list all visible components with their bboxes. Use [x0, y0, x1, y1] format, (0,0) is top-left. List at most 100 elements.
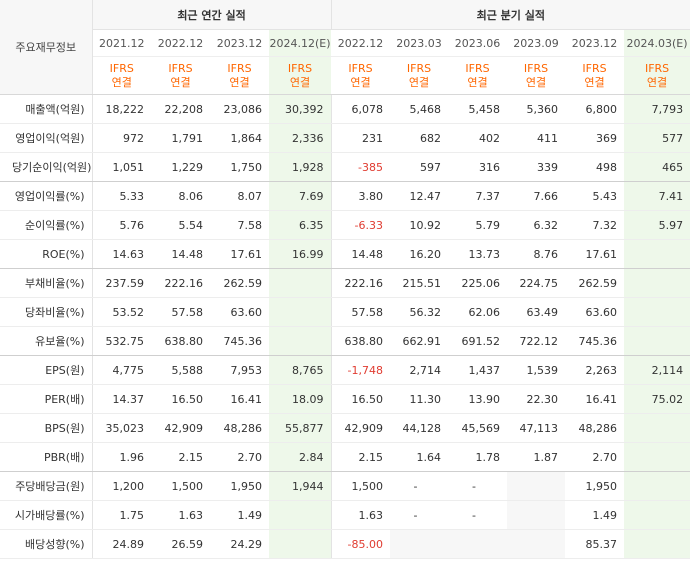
standard-line2: 연결: [467, 75, 488, 89]
value-cell: 7,953: [210, 355, 269, 385]
accounting-standard: IFRS 연결: [92, 56, 151, 95]
row-label: 순이익률(%): [0, 210, 93, 240]
period-header: 2021.12: [92, 29, 151, 57]
period-header: 2024.03(E): [624, 29, 691, 57]
value-cell: 2.84: [269, 442, 332, 472]
value-cell: 231: [330, 123, 391, 153]
standard-line1: IFRS: [227, 61, 252, 75]
value-cell: [624, 326, 691, 356]
value-cell: 22,208: [151, 94, 210, 124]
standard-line1: IFRS: [523, 61, 549, 75]
value-cell: 16.99: [269, 239, 332, 269]
value-cell: 14.63: [92, 239, 151, 269]
period-header: 2023.12: [565, 29, 625, 57]
table-row: 배당성향(%) 24.89 26.59 24.29 -85.00 85.37: [0, 529, 691, 559]
row-label: 시가배당률(%): [0, 500, 93, 530]
value-cell: -85.00: [330, 529, 391, 559]
row-label: 매출액(억원): [0, 94, 93, 124]
value-cell: 1,500: [151, 471, 210, 501]
value-cell: 1,500: [330, 471, 391, 501]
value-cell: 1.63: [330, 500, 391, 530]
row-label: PBR(배): [0, 442, 93, 472]
period-header: 2023.06: [448, 29, 508, 57]
value-cell: 56.32: [390, 297, 449, 327]
accounting-standard: IFRS 연결: [624, 56, 691, 95]
row-label: 영업이익(억원): [0, 123, 93, 153]
value-cell: 402: [448, 123, 508, 153]
value-cell: 2,114: [624, 355, 691, 385]
value-cell: 316: [448, 152, 508, 182]
value-cell: 339: [507, 152, 566, 182]
table-row: 영업이익(억원) 972 1,791 1,864 2,336 231 682 402 411 36…: [0, 123, 691, 153]
value-cell: 1,229: [151, 152, 210, 182]
table-row: PER(배) 14.37 16.50 16.41 18.09 16.50 11.30 13.9…: [0, 384, 691, 414]
value-cell: 745.36: [210, 326, 269, 356]
value-cell: 55,877: [269, 413, 332, 443]
standard-line2: 연결: [229, 75, 250, 89]
value-cell: -385: [330, 152, 391, 182]
accounting-standard: IFRS 연결: [269, 56, 332, 95]
value-cell: 4,775: [92, 355, 151, 385]
value-cell: 13.73: [448, 239, 508, 269]
value-cell: 972: [92, 123, 151, 153]
row-label: 당좌비율(%): [0, 297, 93, 327]
label-column-header: 주요재무정보: [0, 0, 93, 95]
value-cell: 262.59: [565, 268, 625, 298]
value-cell: 16.20: [390, 239, 449, 269]
value-cell: 722.12: [507, 326, 566, 356]
value-cell: 16.41: [210, 384, 269, 414]
table-row: ROE(%) 14.63 14.48 17.61 16.99 14.48 16.20 13.7…: [0, 239, 691, 269]
value-cell: 26.59: [151, 529, 210, 559]
accounting-standard: IFRS 연결: [151, 56, 210, 95]
accounting-standard: IFRS 연결: [210, 56, 269, 95]
accounting-standard: IFRS 연결: [448, 56, 508, 95]
value-cell: 597: [390, 152, 449, 182]
table-row: 당기순이익(억원) 1,051 1,229 1,750 1,928 -385 597 316 3…: [0, 152, 691, 182]
value-cell: -: [448, 471, 508, 501]
value-cell: 18.09: [269, 384, 332, 414]
value-cell: 6,800: [565, 94, 625, 124]
standard-line1: IFRS: [168, 61, 193, 75]
value-cell: [269, 500, 332, 530]
value-cell: 8.06: [151, 181, 210, 211]
value-cell: [624, 413, 691, 443]
value-cell: 5.97: [624, 210, 691, 240]
value-cell: 1.78: [448, 442, 508, 472]
value-cell: 18,222: [92, 94, 151, 124]
value-cell: 53.52: [92, 297, 151, 327]
value-cell: 2.15: [151, 442, 210, 472]
value-cell: 7.66: [507, 181, 566, 211]
value-cell: 5.33: [92, 181, 151, 211]
value-cell: 23,086: [210, 94, 269, 124]
table-row: 영업이익률(%) 5.33 8.06 8.07 7.69 3.80 12.47 7.37 7.6…: [0, 181, 691, 211]
value-cell: 745.36: [565, 326, 625, 356]
value-cell: [269, 326, 332, 356]
value-cell: 224.75: [507, 268, 566, 298]
value-cell: 1,437: [448, 355, 508, 385]
value-cell: 57.58: [151, 297, 210, 327]
value-cell: 691.52: [448, 326, 508, 356]
value-cell: [269, 529, 332, 559]
row-label: 영업이익률(%): [0, 181, 93, 211]
value-cell: [507, 471, 566, 501]
value-cell: 369: [565, 123, 625, 153]
quarter-group-header: 최근 분기 실적: [331, 0, 691, 30]
value-cell: [624, 239, 691, 269]
row-label: EPS(원): [0, 355, 93, 385]
table-row: 유보율(%) 532.75 638.80 745.36 638.80 662.91 691.…: [0, 326, 691, 356]
value-cell: 45,569: [448, 413, 508, 443]
row-label: 주당배당금(원): [0, 471, 93, 501]
value-cell: 14.48: [151, 239, 210, 269]
value-cell: 85.37: [565, 529, 625, 559]
table-row: 매출액(억원) 18,222 22,208 23,086 30,392 6,078 5,46…: [0, 94, 691, 124]
value-cell: [624, 442, 691, 472]
table-row: 시가배당률(%) 1.75 1.63 1.49 1.63- -1.49: [0, 500, 691, 530]
value-cell: 24.29: [210, 529, 269, 559]
value-cell: 42,909: [151, 413, 210, 443]
value-cell: 532.75: [92, 326, 151, 356]
value-cell: 48,286: [565, 413, 625, 443]
value-cell: 7.37: [448, 181, 508, 211]
value-cell: 44,128: [390, 413, 449, 443]
value-cell: 5.79: [448, 210, 508, 240]
